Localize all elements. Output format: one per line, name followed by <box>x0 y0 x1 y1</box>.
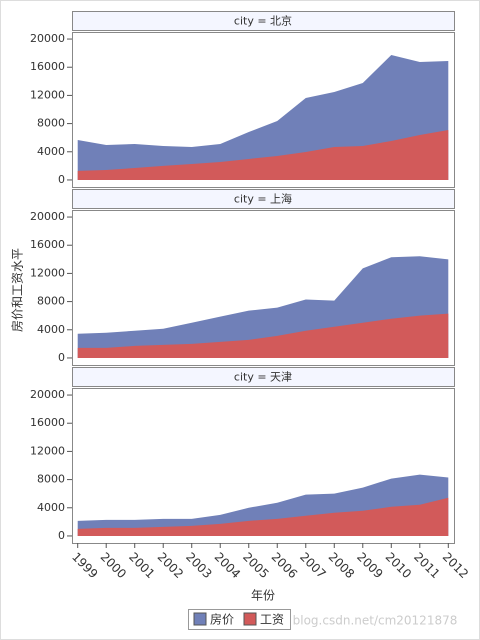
y-tick-label: 0 <box>58 529 65 542</box>
panel-border <box>72 32 455 188</box>
panel-header <box>72 367 455 387</box>
y-tick-label: 20000 <box>30 32 65 45</box>
area <box>77 497 449 536</box>
area <box>77 130 449 180</box>
y-tick-label: 0 <box>58 173 65 186</box>
y-tick-label: 16000 <box>30 238 65 251</box>
y-tick-label: 16000 <box>30 60 65 73</box>
legend-swatch <box>193 612 207 626</box>
y-tick-label: 20000 <box>30 388 65 401</box>
panel-title: city = 上海 <box>234 192 292 206</box>
panel-border <box>72 210 455 366</box>
area <box>77 313 449 358</box>
y-tick-label: 12000 <box>30 88 65 101</box>
y-tick-label: 8000 <box>37 117 65 130</box>
y-tick-label: 8000 <box>37 295 65 308</box>
legend-label: 房价 <box>210 612 234 627</box>
panel-title: city = 北京 <box>234 14 292 28</box>
y-tick-label: 4000 <box>37 501 65 514</box>
x-axis-label: 年份 <box>251 589 275 603</box>
legend <box>188 609 291 630</box>
y-axis-label: 房价和工资水平 <box>10 248 25 332</box>
watermark: blog.csdn.net/cm20121878 <box>293 614 458 628</box>
panel-header <box>72 11 455 31</box>
y-tick-label: 4000 <box>37 145 65 158</box>
panel-title: city = 天津 <box>234 371 292 384</box>
legend-swatch <box>243 612 257 626</box>
panel-header <box>72 189 455 209</box>
y-tick-label: 0 <box>58 351 65 364</box>
y-tick-label: 16000 <box>30 416 65 429</box>
y-tick-label: 8000 <box>37 473 65 486</box>
y-tick-label: 12000 <box>30 444 65 457</box>
y-tick-label: 12000 <box>30 266 65 279</box>
y-tick-label: 4000 <box>37 323 65 336</box>
y-tick-label: 20000 <box>30 210 65 223</box>
legend-label: 工资 <box>260 613 284 627</box>
panel-border <box>72 388 455 544</box>
